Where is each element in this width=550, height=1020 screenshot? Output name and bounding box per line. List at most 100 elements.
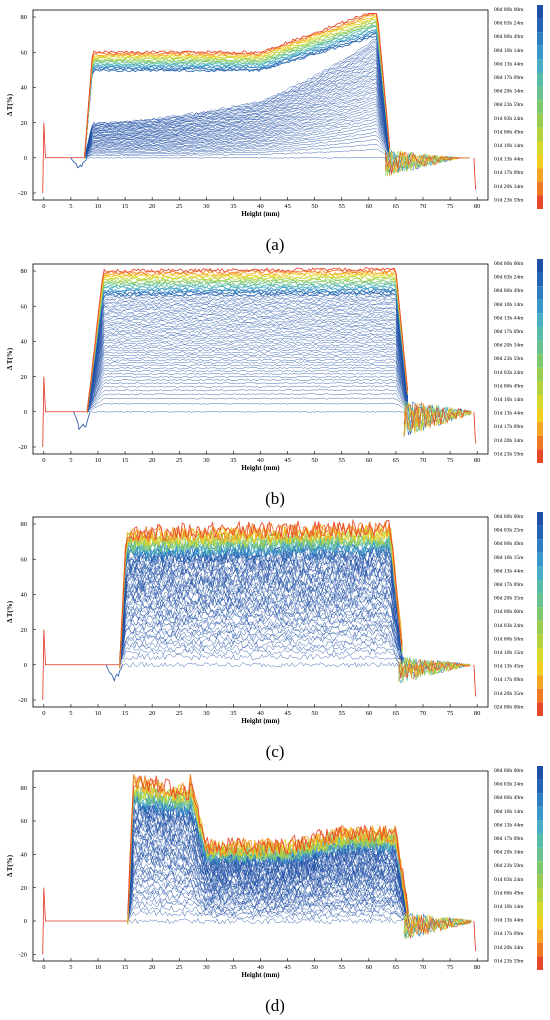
series-line [86, 303, 408, 413]
chart-panel-d: 0 5 10 15 20 25 30 35 40 45 50 55 60 65 70 75 80 -20 0 20 40… [0, 761, 550, 1015]
x-tick-label: 55 [339, 457, 346, 464]
series-line [84, 14, 391, 157]
series-line [84, 66, 390, 159]
legend-time-label: 01d 13h 44m [494, 918, 524, 924]
series-line [86, 311, 408, 411]
colorbar-segment [537, 327, 543, 341]
colorbar-segment [537, 888, 543, 902]
x-tick-label: 40 [257, 710, 264, 717]
x-tick-label: 10 [95, 203, 102, 210]
series-line [86, 339, 408, 411]
legend-time-label: 01d 10h 15m [494, 650, 524, 656]
colorbar-segment [537, 73, 543, 87]
colorbar-segment [537, 367, 543, 382]
colorbar-segment [537, 18, 543, 33]
colorbar-segment [537, 127, 543, 141]
series-line [87, 393, 408, 412]
start-spike [42, 629, 46, 700]
colorbar-segment [537, 195, 543, 209]
line-chart-b: 0 5 10 15 20 25 30 35 40 45 50 55 60 65 70 75 80 -20 0 20 40… [6, 259, 543, 508]
x-tick-label: 5 [69, 710, 72, 717]
legend-time-label: 01d 13h 44m [494, 411, 524, 417]
x-tick-label: 65 [393, 457, 400, 464]
series-line [86, 341, 408, 412]
pre-dip [73, 411, 91, 431]
x-tick-label: 15 [122, 457, 129, 464]
series-line [84, 42, 390, 159]
series-line [84, 143, 390, 158]
x-axis-label: Height (mm) [241, 717, 280, 725]
x-tick-label: 30 [203, 457, 210, 464]
series-line [86, 295, 408, 411]
colorbar-segment [537, 566, 543, 580]
series-line [87, 402, 408, 413]
colorbar-segment [537, 5, 543, 19]
colorbar-segment [537, 620, 543, 635]
series-line [84, 139, 390, 158]
colorbar-segment [537, 272, 543, 287]
series-line [86, 356, 408, 412]
colorbar-segment [537, 539, 543, 553]
x-tick-label: 30 [203, 710, 210, 717]
y-tick-label: 80 [21, 268, 28, 275]
x-tick-label: 50 [311, 203, 318, 210]
series-line [86, 291, 409, 414]
legend-time-label: 00d 10h 15m [494, 555, 524, 561]
series-line [86, 284, 409, 411]
series-line [119, 599, 403, 664]
colorbar-segment [537, 32, 543, 46]
legend-time-label: 01d 03h 24m [494, 116, 524, 122]
legend-time-label: 00d 10h 14m [494, 48, 524, 54]
legend-time-label: 00d 20h 34m [494, 89, 524, 95]
series-line [119, 578, 403, 669]
series-line [119, 541, 403, 664]
colorbar-segment [537, 299, 543, 314]
legend-time-label: 01d 20h 35m [494, 691, 524, 697]
colorbar-segment [537, 915, 543, 930]
legend-time-label: 01d 10h 14m [494, 904, 524, 910]
x-tick-label: 70 [420, 457, 427, 464]
series-line [86, 319, 408, 411]
legend-time-label: 00d 23h 59m [494, 863, 524, 869]
series-line [86, 282, 409, 413]
series-line [84, 105, 390, 158]
series-line [127, 870, 409, 921]
panel-label: (d) [265, 996, 285, 1015]
series-line [127, 838, 409, 915]
series-line [127, 829, 409, 921]
x-tick-label: 55 [339, 203, 346, 210]
legend-time-label: 00d 06h 49m [494, 541, 524, 547]
x-tick-label: 70 [420, 710, 427, 717]
tail-line [403, 912, 472, 935]
series-line [84, 12, 391, 158]
series-line [119, 636, 403, 665]
series-line [84, 157, 390, 159]
y-tick-label: -20 [18, 697, 27, 704]
end-spike [473, 411, 476, 444]
series-line [86, 327, 408, 411]
legend-time-label: 00d 06h 49m [494, 288, 524, 294]
colorbar-segment [537, 607, 543, 621]
series-line [84, 90, 390, 159]
series-line [127, 877, 409, 923]
y-tick-label: -20 [18, 190, 27, 197]
series-line [86, 369, 408, 412]
tail-noise [403, 912, 472, 940]
legend-time-label: 00d 13h 44m [494, 568, 524, 574]
y-tick-label: -20 [18, 952, 27, 959]
panel-label: (c) [266, 742, 285, 761]
x-tick-label: 35 [230, 964, 237, 971]
x-tick-label: 25 [176, 710, 183, 717]
series-line [86, 350, 408, 413]
tail-line [398, 659, 471, 679]
x-tick-label: 50 [311, 457, 318, 464]
colorbar-segment [537, 648, 543, 662]
legend-time-label: 00d 17h 09m [494, 582, 524, 588]
x-tick-label: 65 [393, 710, 400, 717]
chart-panel-c: 0 5 10 15 20 25 30 35 40 45 50 55 60 65 70 75 80 -20 0 20 40… [0, 507, 550, 761]
series-line [119, 620, 403, 666]
y-tick-label: 0 [24, 662, 27, 669]
series-line [119, 653, 403, 666]
series-line [119, 661, 403, 668]
series-line [84, 18, 391, 159]
